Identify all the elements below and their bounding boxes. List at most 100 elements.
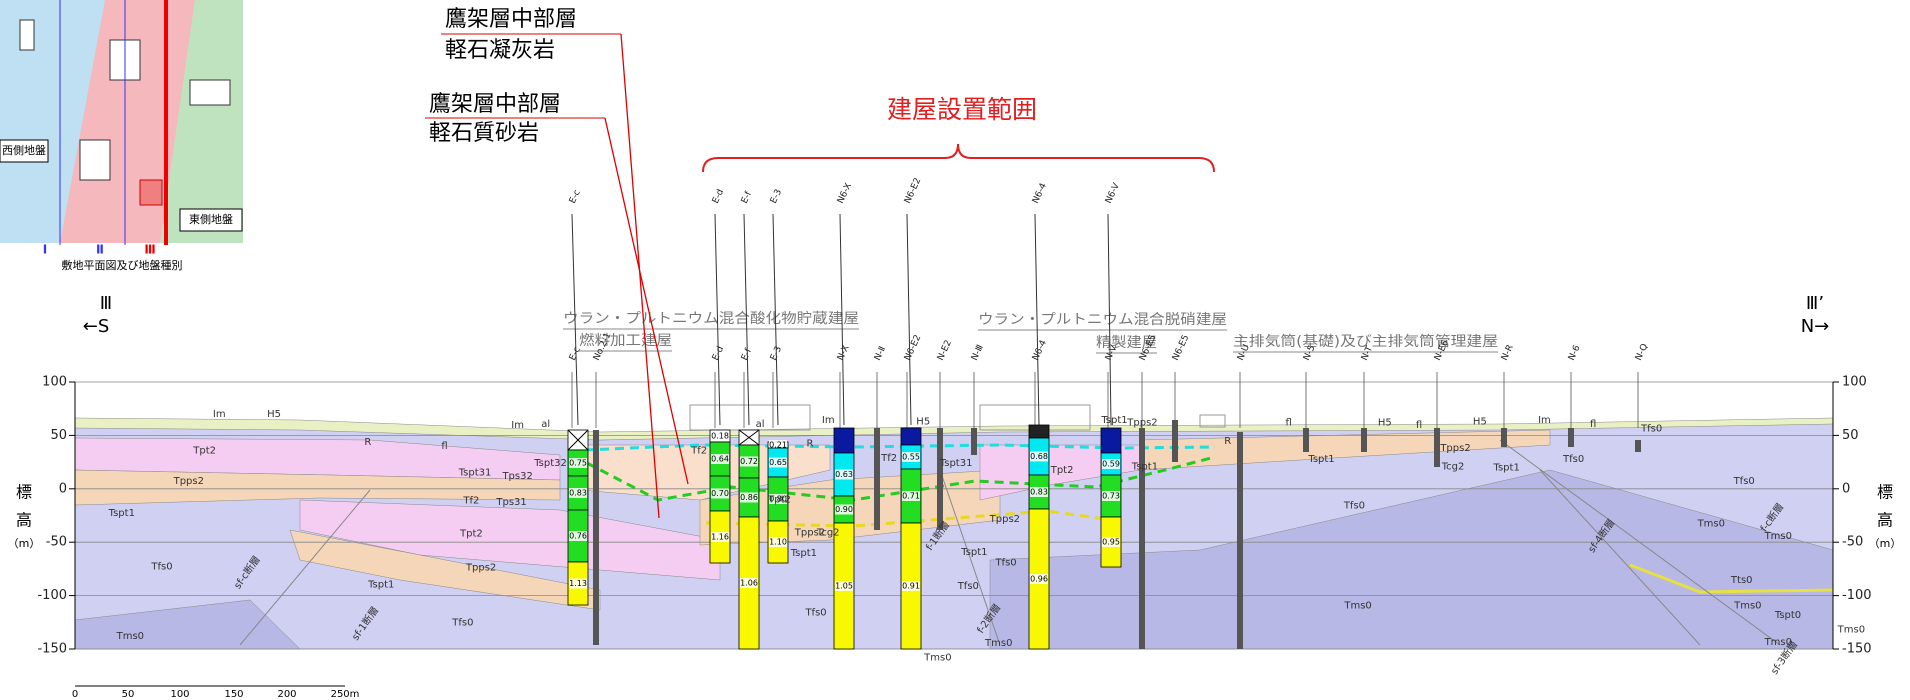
value-box	[569, 458, 587, 468]
column-cross	[567, 429, 589, 451]
column-value: 0.68	[1030, 452, 1048, 461]
formation-label: H5	[1378, 418, 1392, 429]
map-west-label: 西側地盤	[2, 144, 46, 157]
borehole-label: N-6	[1567, 344, 1583, 363]
scale-bar-label: 250m	[331, 689, 360, 700]
fault-line	[1539, 469, 1701, 646]
borehole-leader	[571, 213, 579, 426]
callout-text: 鷹架層中部層	[445, 7, 577, 32]
borehole-leader	[743, 213, 750, 426]
y-tick-label: -50	[1842, 535, 1863, 550]
section-end-mark: Ⅲ	[100, 293, 112, 314]
formation-label: Tpps2	[989, 514, 1020, 525]
label-box	[179, 208, 243, 232]
column-value: 0.72	[740, 457, 758, 466]
formation-label: Tpps2	[465, 563, 496, 574]
range-brace	[702, 143, 1215, 173]
formation-label: Tms0	[1837, 625, 1865, 636]
borehole-leader	[772, 213, 779, 426]
formation-label: Tf2	[462, 496, 479, 507]
map-section-mark: Ⅲ	[144, 243, 155, 257]
formation-label: Im	[511, 420, 524, 431]
column-value: 0.86	[740, 493, 758, 502]
formation-label: Tfs0	[1562, 454, 1584, 465]
callout-text: 軽石質砂岩	[429, 121, 539, 146]
column-top	[1100, 427, 1122, 454]
formation-label: Tpt2	[192, 446, 216, 457]
y-tick-label: 100	[42, 375, 67, 390]
value-box	[569, 488, 587, 498]
formation-label: Tspt31	[939, 458, 973, 469]
borehole-name: N6-V	[1104, 181, 1122, 205]
map-inset	[0, 0, 243, 245]
formation-label: Im	[822, 415, 835, 426]
borehole-bar	[593, 430, 599, 645]
building-outline	[689, 404, 811, 431]
borehole-label: N6-E2	[903, 334, 924, 363]
borehole-bar	[1172, 420, 1178, 462]
value-box	[902, 491, 920, 501]
borehole-bar	[1303, 428, 1309, 452]
value-box	[1030, 451, 1048, 462]
borehole-name: E-c	[568, 188, 583, 205]
column-value: 0.91	[902, 582, 920, 591]
formation-label: Tspt1	[108, 508, 135, 519]
formation-label: Tps32	[501, 471, 532, 482]
column-value: 0.95	[1102, 538, 1120, 547]
map-hatch	[139, 179, 163, 206]
formation-label: fl	[1590, 419, 1596, 430]
formation-label: Tpps2	[1126, 418, 1157, 429]
axis-label: 高	[16, 511, 32, 530]
column-value: 0.73	[1102, 492, 1120, 501]
callout-leader	[620, 33, 660, 519]
formation-label: Tf2	[880, 453, 897, 464]
formation-label: Tfs0	[150, 561, 172, 572]
y-tick-label: 50	[1842, 428, 1859, 443]
y-tick-label: -100	[37, 588, 67, 603]
formation-label: Tpt2	[459, 528, 483, 539]
borehole-label: N6-E5	[1171, 334, 1192, 363]
value-box	[769, 494, 787, 504]
formation-label: al	[756, 419, 765, 430]
formation-label: al	[541, 419, 550, 430]
formation-label: Im	[1538, 415, 1551, 426]
map-building	[79, 139, 111, 181]
value-box	[835, 504, 853, 515]
formation-label: fl	[441, 441, 447, 452]
formation-label: H5	[916, 416, 930, 427]
y-tick-label: -50	[46, 535, 67, 550]
column-value: 0.75	[569, 459, 587, 468]
column-value: 0.65	[769, 458, 787, 467]
map-section-mark: Ⅰ	[43, 243, 47, 257]
formation-label: Tfs0	[451, 617, 473, 628]
column-value: 1.13	[569, 579, 587, 588]
callout-leader	[604, 117, 689, 485]
value-box	[1102, 459, 1120, 469]
column-value: 0.64	[711, 455, 729, 464]
formation-label: Tspt1	[960, 547, 987, 558]
map-east-label: 東側地盤	[189, 213, 233, 226]
map-building	[189, 79, 231, 106]
value-box	[1030, 574, 1048, 584]
formation-label: Tspt1	[790, 548, 817, 559]
axis-label: 高	[1877, 511, 1893, 530]
formation-label: Tms0	[1764, 637, 1792, 648]
value-box	[835, 581, 853, 591]
fault-line	[239, 489, 371, 646]
formation-label: R	[1224, 436, 1231, 447]
formation-label: Tfs0	[1733, 476, 1755, 487]
axis-label: （m）	[8, 537, 41, 550]
value-box	[769, 537, 787, 547]
borehole-leader	[1107, 213, 1112, 426]
formation-label: Tfs0	[1343, 500, 1365, 511]
formation-label: R	[806, 438, 813, 449]
value-box	[711, 488, 729, 499]
formation-label: Tms0	[116, 631, 144, 642]
borehole-bar	[1237, 432, 1243, 649]
value-box	[740, 456, 758, 467]
value-box	[835, 469, 853, 480]
building-label: 燃料加工建屋	[579, 332, 672, 349]
value-box	[1102, 491, 1120, 501]
borehole-label: N-Ⅱ	[873, 345, 888, 362]
